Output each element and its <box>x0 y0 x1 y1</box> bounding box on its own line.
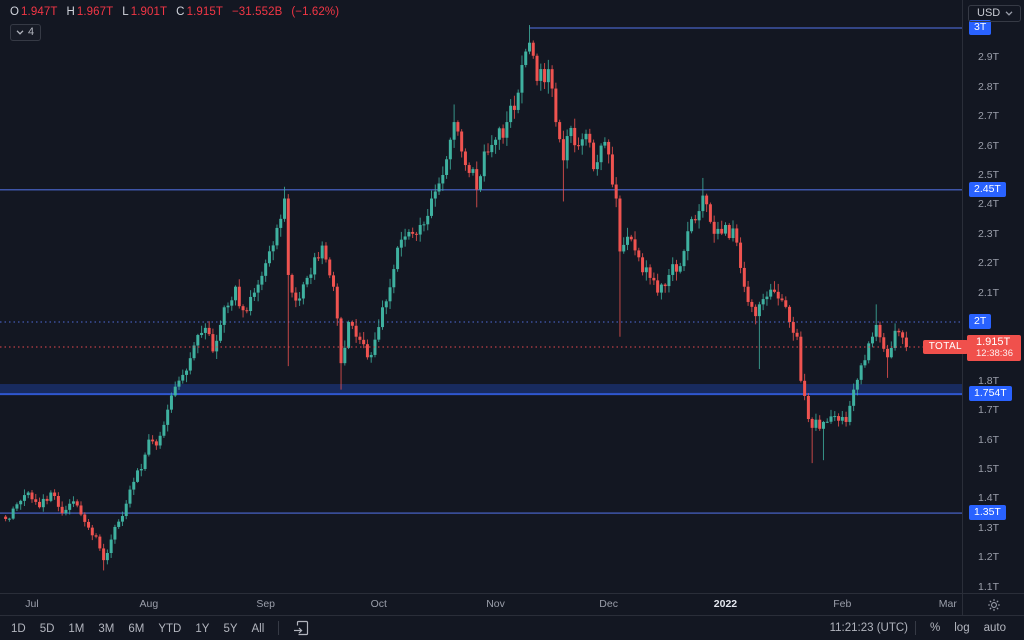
price-level-label: 1.35T <box>969 505 1006 521</box>
price-tick: 1.7T <box>978 404 1000 417</box>
price-tick: 2.2T <box>978 257 1000 270</box>
scale-controls: 11:21:23 (UTC) % log auto <box>830 620 1024 636</box>
time-label-2022: 2022 <box>713 598 738 610</box>
range-button-1m[interactable]: 1M <box>61 621 91 637</box>
percent-scale-button[interactable]: % <box>923 620 947 636</box>
price-tick: 1.4T <box>978 492 1000 505</box>
gear-icon <box>987 598 1000 611</box>
price-tick: 1.5T <box>978 463 1000 475</box>
ohlc-open: O 1.947T <box>10 6 58 18</box>
go-to-date-button[interactable] <box>286 618 316 638</box>
currency-dropdown[interactable]: USD <box>968 5 1022 22</box>
price-tick: 1.6T <box>978 433 1000 446</box>
candles-group <box>4 25 908 571</box>
price-level-label: 3T <box>969 20 992 35</box>
legend: O 1.947T H 1.967T L 1.901T C 1.915T −31.552B… <box>10 6 339 41</box>
time-label-feb: Feb <box>833 598 852 610</box>
ohlc-legend: O 1.947T H 1.967T L 1.901T C 1.915T −31.552B… <box>10 6 339 18</box>
ohlc-low: L 1.901T <box>122 6 168 18</box>
time-label-dec: Dec <box>599 598 618 610</box>
series-price-tag: TOTAL <box>922 339 968 354</box>
candlestick-chart[interactable] <box>0 0 962 593</box>
price-level-label: 2T <box>969 314 992 329</box>
indicator-count: 4 <box>28 26 35 38</box>
time-label-jul: Jul <box>25 598 39 610</box>
time-label-oct: Oct <box>370 598 387 610</box>
price-tick: 2.3T <box>978 227 1000 240</box>
price-tick: 2.9T <box>978 51 1000 64</box>
price-tick: 2.1T <box>978 286 1000 299</box>
chevron-down-icon <box>1005 10 1013 16</box>
time-axis[interactable]: Jul Aug Sep Oct Nov Dec 2022 Feb Mar <box>0 593 962 615</box>
current-price-axis-label: 1.915T 12:38:36 <box>967 334 1021 361</box>
time-label-aug: Aug <box>139 598 159 610</box>
price-tick: 1.8T <box>978 374 1000 387</box>
time-label-nov: Nov <box>486 598 505 610</box>
price-axis[interactable]: USD 1.915T 12:38:36 2.9T 2.8T 2.7T 2.6T 2.5T… <box>962 0 1024 593</box>
toolbar-divider <box>915 621 917 635</box>
range-button-1d[interactable]: 1D <box>4 621 33 637</box>
hidden-indicators-button[interactable]: 4 <box>10 24 42 41</box>
range-button-3m[interactable]: 3M <box>91 621 121 637</box>
price-level-label: 2.45T <box>969 181 1006 197</box>
price-tick: 1.1T <box>978 580 1000 593</box>
price-tick: 1.2T <box>978 551 1000 564</box>
range-button-5y[interactable]: 5Y <box>216 621 244 637</box>
change-absolute: −31.552B <box>231 6 283 18</box>
chevron-down-icon <box>16 30 24 35</box>
time-label-sep: Sep <box>256 598 275 610</box>
range-button-6m[interactable]: 6M <box>121 621 151 637</box>
bottom-toolbar: 1D 5D 1M 3M 6M YTD 1Y 5Y All 11:21:23 (UTC) % lo… <box>0 615 1024 640</box>
price-level-label: 1.754T <box>969 386 1012 402</box>
chart-pane[interactable]: O 1.947T H 1.967T L 1.901T C 1.915T −31.552B… <box>0 0 968 593</box>
zone-1.754T <box>0 384 962 396</box>
currency-label: USD <box>977 7 1001 19</box>
range-button-5d[interactable]: 5D <box>33 621 62 637</box>
ohlc-high: H 1.967T <box>66 6 114 18</box>
price-tick: 2.5T <box>978 169 1000 181</box>
ohlc-close: C 1.915T <box>176 6 223 18</box>
clock[interactable]: 11:21:23 (UTC) <box>829 622 909 634</box>
log-scale-button[interactable]: log <box>947 620 976 636</box>
range-selector: 1D 5D 1M 3M 6M YTD 1Y 5Y All <box>0 618 316 638</box>
bar-countdown: 12:38:36 <box>976 347 1013 359</box>
current-price-value: 1.915T <box>976 335 1011 348</box>
range-button-all[interactable]: All <box>245 621 272 637</box>
time-label-mar: Mar <box>938 598 957 610</box>
go-to-date-icon <box>294 620 309 636</box>
toolbar-divider <box>278 621 280 635</box>
change-percent: (−1.62%) <box>291 6 340 18</box>
price-tick: 2.7T <box>978 110 1000 123</box>
price-tick: 2.8T <box>978 80 1000 93</box>
price-tick: 2.4T <box>978 198 1000 211</box>
range-button-ytd[interactable]: YTD <box>151 621 188 637</box>
price-axis-settings-button[interactable] <box>962 593 1024 615</box>
auto-scale-button[interactable]: auto <box>977 620 1013 636</box>
range-button-1y[interactable]: 1Y <box>188 621 216 637</box>
price-tick: 2.6T <box>978 139 1000 152</box>
price-tick: 1.3T <box>978 521 1000 534</box>
